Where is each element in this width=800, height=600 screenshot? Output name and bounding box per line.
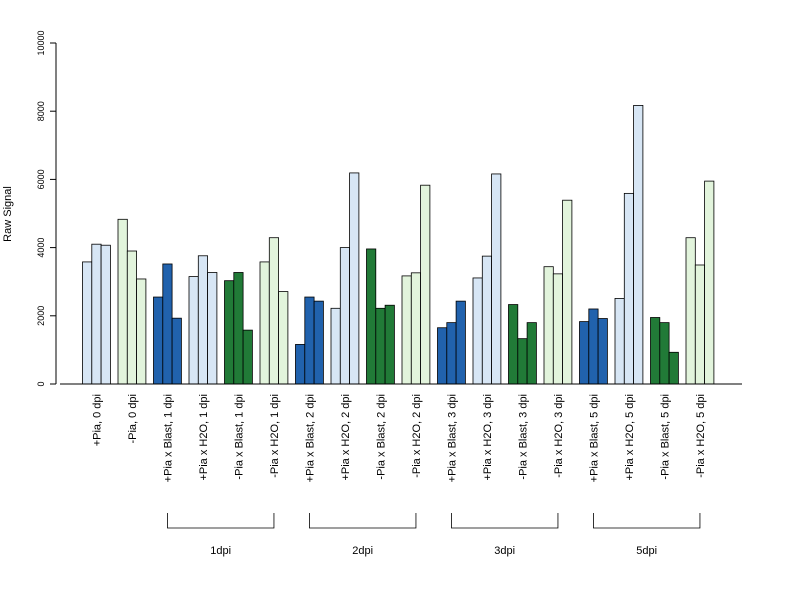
bar bbox=[188, 276, 199, 385]
bar bbox=[491, 173, 502, 385]
bar bbox=[330, 307, 341, 385]
x-tick-label: -Pia x Blast, 5 dpi bbox=[659, 394, 671, 480]
bar bbox=[685, 237, 696, 385]
bar bbox=[623, 192, 634, 385]
y-tick-label: 6000 bbox=[36, 169, 46, 189]
x-tick-label: -Pia x H2O, 5 dpi bbox=[695, 394, 707, 478]
x-tick-label: +Pia x Blast, 3 dpi bbox=[446, 394, 458, 482]
bar bbox=[82, 261, 93, 385]
bar bbox=[597, 318, 608, 385]
y-axis: 0 2000 4000 6000 8000 10000 bbox=[36, 30, 57, 387]
bar bbox=[224, 280, 235, 385]
x-tick-label: +Pia x Blast, 5 dpi bbox=[588, 394, 600, 482]
bar bbox=[481, 255, 492, 385]
bar bbox=[446, 322, 457, 385]
bar bbox=[162, 263, 173, 385]
bar bbox=[668, 351, 679, 385]
group-label: 1dpi bbox=[210, 545, 231, 557]
y-tick-label: 10000 bbox=[36, 30, 46, 55]
bar bbox=[375, 307, 386, 385]
bar bbox=[455, 300, 466, 385]
x-tick-label: +Pia x H2O, 2 dpi bbox=[340, 394, 352, 481]
bar bbox=[242, 329, 253, 385]
bar bbox=[650, 317, 661, 385]
x-tick-label: +Pia x Blast, 1 dpi bbox=[162, 394, 174, 482]
bar bbox=[420, 184, 431, 385]
group-label: 5dpi bbox=[636, 545, 657, 557]
bar bbox=[562, 199, 573, 385]
x-tick-label: -Pia, 0 dpi bbox=[127, 394, 139, 444]
bar bbox=[197, 255, 209, 385]
bars bbox=[82, 105, 715, 385]
bar bbox=[117, 218, 128, 385]
bar bbox=[100, 244, 111, 385]
bar bbox=[659, 322, 670, 385]
group-label: 3dpi bbox=[494, 545, 515, 557]
x-tick-label: +Pia x H2O, 1 dpi bbox=[198, 394, 210, 481]
bar bbox=[588, 308, 599, 385]
y-tick-label: 4000 bbox=[36, 238, 46, 258]
y-tick-label: 0 bbox=[36, 381, 46, 386]
bar bbox=[349, 172, 360, 385]
x-tick-label: +Pia x H2O, 3 dpi bbox=[482, 394, 494, 481]
bar bbox=[579, 321, 590, 385]
bar bbox=[126, 250, 138, 385]
bar bbox=[136, 278, 147, 385]
x-tick-label: +Pia x H2O, 5 dpi bbox=[624, 394, 636, 481]
group-bracket bbox=[309, 513, 417, 529]
group-bracket bbox=[167, 513, 275, 529]
x-tick-label: +Pia, 0 dpi bbox=[91, 394, 103, 446]
bar bbox=[278, 291, 289, 385]
x-tick-labels: +Pia, 0 dpi -Pia, 0 dpi +Pia x Blast, 1 dp… bbox=[91, 394, 707, 482]
bar bbox=[437, 327, 448, 385]
bar bbox=[207, 272, 218, 385]
group-bracket bbox=[593, 513, 701, 529]
bar bbox=[401, 275, 412, 385]
group-bracket bbox=[451, 513, 559, 529]
bar bbox=[233, 272, 244, 385]
group-brackets: 1dpi 2dpi 3dpi 5dpi bbox=[167, 513, 701, 557]
bar bbox=[410, 272, 421, 385]
bar bbox=[694, 264, 705, 385]
x-tick-label: -Pia x Blast, 1 dpi bbox=[233, 394, 245, 480]
bar bbox=[543, 266, 554, 385]
bar bbox=[259, 261, 270, 385]
bar bbox=[526, 322, 537, 385]
x-tick-label: -Pia x Blast, 3 dpi bbox=[517, 394, 529, 480]
bar bbox=[91, 243, 102, 385]
bar bbox=[171, 317, 182, 385]
bar bbox=[517, 338, 528, 385]
bar bbox=[384, 304, 395, 385]
bar bbox=[633, 105, 644, 385]
y-tick-label: 2000 bbox=[36, 306, 46, 326]
bar bbox=[472, 277, 483, 385]
x-tick-label: -Pia x H2O, 2 dpi bbox=[411, 394, 423, 478]
x-tick-label: -Pia x H2O, 1 dpi bbox=[269, 394, 281, 478]
group-label: 2dpi bbox=[352, 545, 373, 557]
bar bbox=[614, 298, 625, 385]
x-tick-label: +Pia x Blast, 2 dpi bbox=[304, 394, 316, 482]
bar bbox=[304, 296, 315, 385]
bar bbox=[153, 296, 164, 385]
x-tick-label: -Pia x H2O, 3 dpi bbox=[553, 394, 565, 478]
x-tick-label: -Pia x Blast, 2 dpi bbox=[375, 394, 387, 480]
bar bbox=[366, 248, 377, 385]
y-tick-label: 8000 bbox=[36, 101, 46, 121]
bar bbox=[508, 304, 519, 385]
bar bbox=[552, 273, 563, 385]
y-axis-label: Raw Signal bbox=[2, 186, 14, 242]
bar bbox=[313, 300, 324, 385]
bar bbox=[295, 344, 306, 385]
bar bbox=[704, 180, 715, 385]
bar bbox=[268, 237, 279, 385]
bar bbox=[339, 247, 350, 385]
